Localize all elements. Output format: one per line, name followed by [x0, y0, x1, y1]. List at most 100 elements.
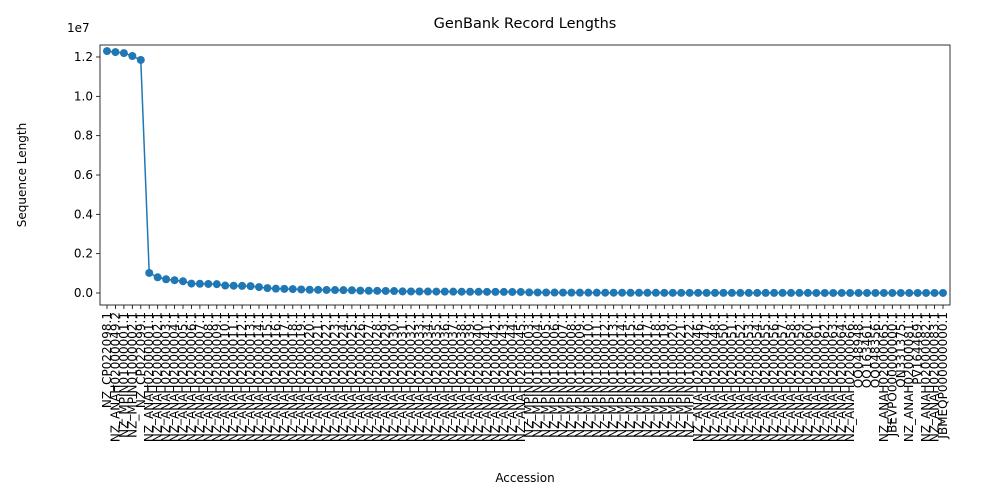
- x-tick-label: NZ_ANAH02000033.1: [412, 312, 426, 442]
- data-point: [103, 47, 111, 56]
- x-tick-label: NZ_ANAH02000062.1: [818, 312, 832, 442]
- x-tick-label: NZ_MPIN01000016.1: [632, 312, 646, 438]
- x-tick-label: NZ_ANAH02000046.1: [691, 312, 705, 442]
- x-tick-label: NZ_ANAH02000028.1: [370, 312, 384, 442]
- data-point: [820, 288, 829, 297]
- x-tick-label: NZ_ANAH02000007.1: [193, 312, 207, 442]
- x-tick-label: NZ_ANAH02000081.1: [902, 312, 916, 442]
- data-point: [846, 288, 855, 297]
- data-point: [390, 287, 399, 296]
- data-point: [677, 288, 686, 297]
- data-point: [288, 285, 297, 294]
- data-point: [499, 287, 508, 296]
- x-tick-label: NZ_ANAH02000057.1: [776, 312, 790, 442]
- data-point: [356, 286, 365, 295]
- data-point: [364, 286, 373, 295]
- data-point: [255, 283, 263, 292]
- x-tick-label: NZ_MPIN01000004.1: [531, 312, 545, 438]
- x-tick-label: NZ_ANAH02000059.1: [792, 312, 806, 442]
- x-tick-label: NZ_ANAH02000055.1: [759, 312, 773, 442]
- data-point: [153, 273, 162, 282]
- y-tick-label: 0.0: [74, 286, 93, 300]
- data-point: [221, 281, 230, 290]
- x-tick-label: NZ_ANAH02000058.1: [784, 312, 798, 442]
- data-point: [812, 288, 821, 297]
- x-tick-label: NZ_ANAH02000021.1: [311, 312, 325, 442]
- data-point: [930, 288, 939, 297]
- y-tick-label: 0.4: [74, 207, 93, 221]
- data-point: [685, 288, 694, 297]
- x-tick-label: NZ_ANAH02000048.1: [708, 312, 722, 442]
- x-tick-label: NZ_ANAH02000056.1: [767, 312, 781, 442]
- x-tick-label: NZ_MPIN01000013.1: [607, 312, 621, 438]
- x-tick-label: OQ163461.1: [860, 312, 874, 388]
- chart-title: GenBank Record Lengths: [434, 16, 617, 32]
- data-point: [863, 288, 871, 297]
- x-tick-label: NZ_ANAH02000066.1: [843, 312, 857, 442]
- data-point: [119, 49, 128, 58]
- x-tick-label: NZ_ANAH02000060.1: [801, 312, 815, 442]
- data-point: [449, 287, 458, 296]
- x-tick-label: NZ_ANAH02000005.1: [176, 312, 190, 442]
- x-tick-label: NZ_MPIN01000011.1: [590, 312, 604, 438]
- data-line: [106, 50, 944, 294]
- x-tick-label: NZ_ANAH02000044.1: [505, 312, 519, 442]
- data-point: [711, 288, 719, 297]
- data-point: [491, 287, 500, 296]
- x-tick-label: NZ_MPIN01000020.1: [666, 312, 680, 438]
- x-tick-label: NZ_MPIN01000019.1: [657, 312, 671, 438]
- data-point: [778, 288, 787, 297]
- x-tick-label: NZ_ANAH02000019.1: [294, 312, 308, 442]
- x-tick-label: NZ_CP022099.1: [134, 312, 148, 408]
- data-point: [297, 285, 306, 294]
- data-point: [373, 286, 382, 295]
- data-point: [339, 286, 348, 295]
- data-point: [736, 288, 745, 297]
- x-tick-label: NZ_MPIN01000007.1: [556, 312, 570, 438]
- data-point: [145, 268, 154, 277]
- data-point: [136, 55, 145, 64]
- y-tick-label: 0.2: [74, 247, 93, 261]
- y-axis-label: Sequence Length: [15, 123, 29, 227]
- data-point: [415, 287, 424, 296]
- x-tick-label: NZ_ANAH02000041.1: [480, 312, 494, 442]
- data-point: [575, 288, 584, 297]
- x-tick-label: NZ_ANAH02000025.1: [345, 312, 359, 442]
- data-point: [803, 288, 812, 297]
- x-tick-label: NZ_MPIN01000002.1: [125, 312, 139, 438]
- data-point: [398, 287, 407, 296]
- x-tick-label: NZ_MPIN01000022.1: [683, 312, 697, 438]
- x-tick-label: NZ_MPIN01000014.1: [615, 312, 629, 438]
- x-tick-label: NZ_ANAH02000063.1: [826, 312, 840, 442]
- y-tick-label: 0.8: [74, 129, 93, 143]
- data-point: [381, 286, 390, 295]
- x-tick-label: NZ_MPIN01000010.1: [581, 312, 595, 438]
- x-tick-label: NZ_MPIN01000003.1: [522, 312, 536, 438]
- x-tick-label: JBMEQP000000000.1: [936, 312, 950, 440]
- x-tick-label: NZ_ANAH02000008.1: [201, 312, 215, 442]
- x-tick-label: NZ_ANAH02000009.1: [210, 312, 224, 442]
- data-point: [567, 288, 576, 297]
- data-point: [204, 279, 213, 288]
- x-tick-label: NZ_ANAH02000006.1: [184, 312, 198, 442]
- x-tick-label: NZ_ANAH02000051.1: [725, 312, 739, 442]
- x-tick-label: NZ_ANAH02000030.1: [387, 312, 401, 442]
- data-point: [542, 288, 551, 297]
- data-point: [922, 288, 931, 297]
- data-point: [719, 288, 728, 297]
- data-point: [246, 282, 255, 291]
- data-point: [314, 285, 323, 294]
- x-tick-label: NZ_CP022098.1: [100, 312, 114, 408]
- x-tick-label: NZ_ANAH02000035.1: [429, 312, 443, 442]
- data-point: [525, 288, 534, 297]
- x-tick-label: NZ_ANAH02000011.1: [227, 312, 241, 442]
- x-tick-label: NZ_ANAH02000032.1: [404, 312, 418, 442]
- x-axis-label: Accession: [495, 471, 554, 485]
- data-point: [626, 288, 635, 297]
- data-point: [770, 288, 779, 297]
- x-tick-label: NZ_ANAH02000031.1: [396, 312, 410, 442]
- data-point: [584, 288, 593, 297]
- data-point: [829, 288, 838, 297]
- data-point: [263, 284, 272, 293]
- x-tick-label: NZ_ANAH02000010.1: [218, 312, 232, 442]
